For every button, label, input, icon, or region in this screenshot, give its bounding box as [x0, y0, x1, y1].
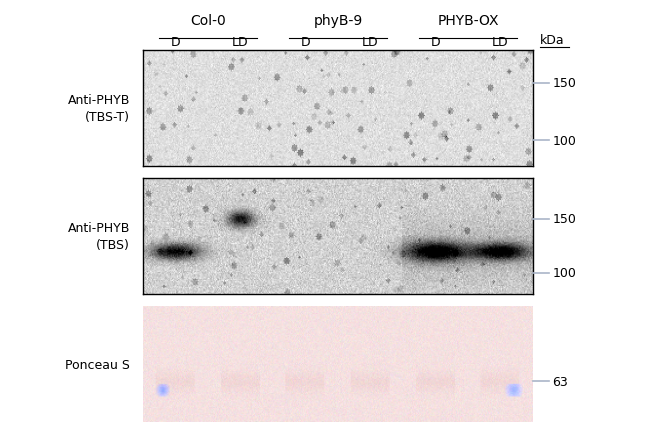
Text: LD: LD	[232, 36, 249, 49]
Text: PHYB-OX: PHYB-OX	[437, 14, 499, 28]
Text: kDa: kDa	[540, 34, 565, 47]
Text: phyB-9: phyB-9	[313, 14, 363, 28]
Text: Col-0: Col-0	[190, 14, 226, 28]
Text: LD: LD	[492, 36, 509, 49]
Text: Ponceau S: Ponceau S	[65, 358, 130, 371]
Text: 150: 150	[552, 213, 577, 226]
Text: 100: 100	[552, 267, 577, 280]
Text: 63: 63	[552, 375, 568, 388]
Text: D: D	[431, 36, 440, 49]
Text: 100: 100	[552, 134, 577, 147]
Text: Anti-PHYB
(TBS): Anti-PHYB (TBS)	[68, 222, 130, 251]
Text: D: D	[301, 36, 310, 49]
Text: D: D	[171, 36, 180, 49]
Text: 150: 150	[552, 77, 577, 90]
Text: LD: LD	[362, 36, 379, 49]
Text: Anti-PHYB
(TBS-T): Anti-PHYB (TBS-T)	[68, 94, 130, 124]
